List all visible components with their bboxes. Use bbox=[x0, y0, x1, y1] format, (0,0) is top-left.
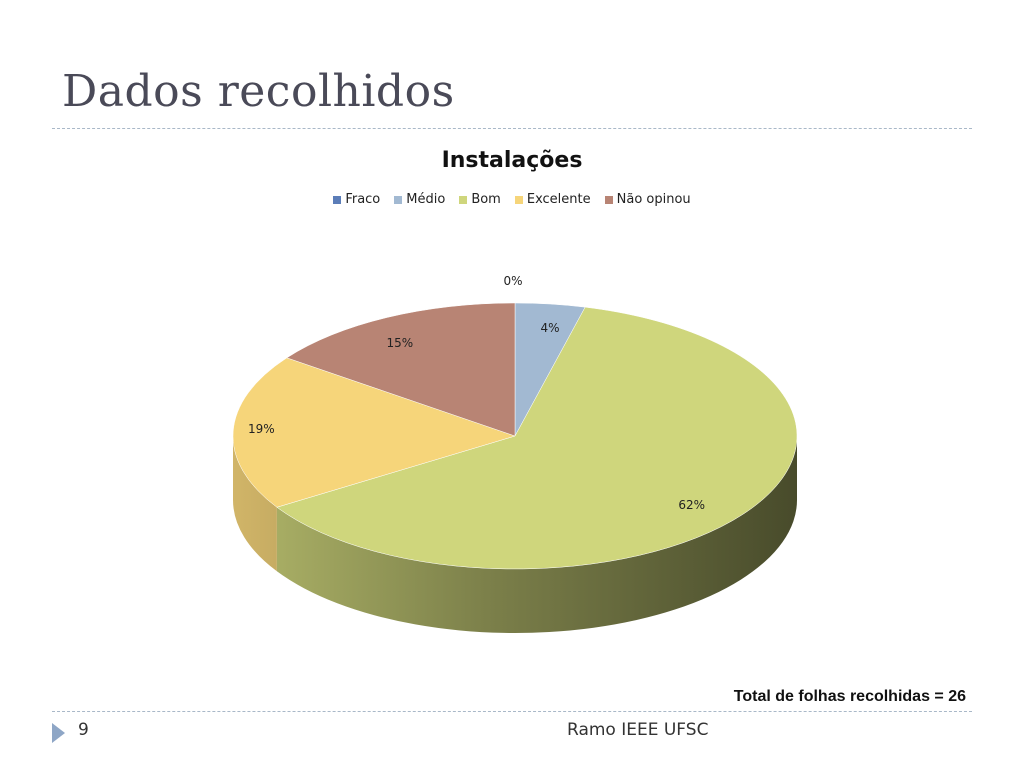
legend-label-nao-opinou: Não opinou bbox=[616, 192, 691, 207]
data-label-nao-opinou: 15% bbox=[386, 336, 413, 350]
legend-swatch-fraco bbox=[333, 195, 342, 204]
pie-side-bom bbox=[276, 436, 797, 633]
legend-label-bom: Bom bbox=[471, 192, 501, 207]
legend-swatch-excelente bbox=[514, 195, 523, 204]
data-label-medio: 4% bbox=[541, 321, 560, 335]
data-label-fraco: 0% bbox=[503, 274, 522, 288]
legend-swatch-bom bbox=[459, 195, 468, 204]
legend-item-nao-opinou: Não opinou bbox=[604, 192, 691, 207]
chart-legend: Fraco Médio Bom Excelente Não opinou bbox=[0, 192, 1024, 207]
legend-label-excelente: Excelente bbox=[526, 192, 591, 207]
chart-title: Instalações bbox=[441, 148, 583, 173]
legend-item-medio: Médio bbox=[394, 192, 445, 207]
footer-divider bbox=[52, 711, 972, 712]
legend-item-excelente: Excelente bbox=[514, 192, 591, 207]
footer-arrow-icon bbox=[52, 723, 65, 743]
pie-slice-excelente bbox=[232, 357, 516, 508]
pie-slice-nao-opinou bbox=[286, 302, 516, 437]
data-label-excelente: 19% bbox=[248, 422, 275, 436]
legend-label-fraco: Fraco bbox=[345, 192, 381, 207]
legend-item-bom: Bom bbox=[459, 192, 501, 207]
legend-label-medio: Médio bbox=[406, 192, 446, 207]
footer-text: Ramo IEEE UFSC bbox=[567, 720, 709, 740]
total-sheets-note: Total de folhas recolhidas = 26 bbox=[733, 688, 966, 705]
legend-item-fraco: Fraco bbox=[333, 192, 380, 207]
page-number: 9 bbox=[78, 720, 89, 740]
legend-swatch-nao-opinou bbox=[604, 195, 613, 204]
data-label-bom: 62% bbox=[678, 498, 705, 512]
title-divider bbox=[52, 128, 972, 129]
legend-swatch-medio bbox=[394, 195, 403, 204]
pie-side-excelente bbox=[233, 436, 277, 572]
pie-slice-bom bbox=[276, 306, 798, 570]
page-title: Dados recolhidos bbox=[62, 66, 455, 117]
